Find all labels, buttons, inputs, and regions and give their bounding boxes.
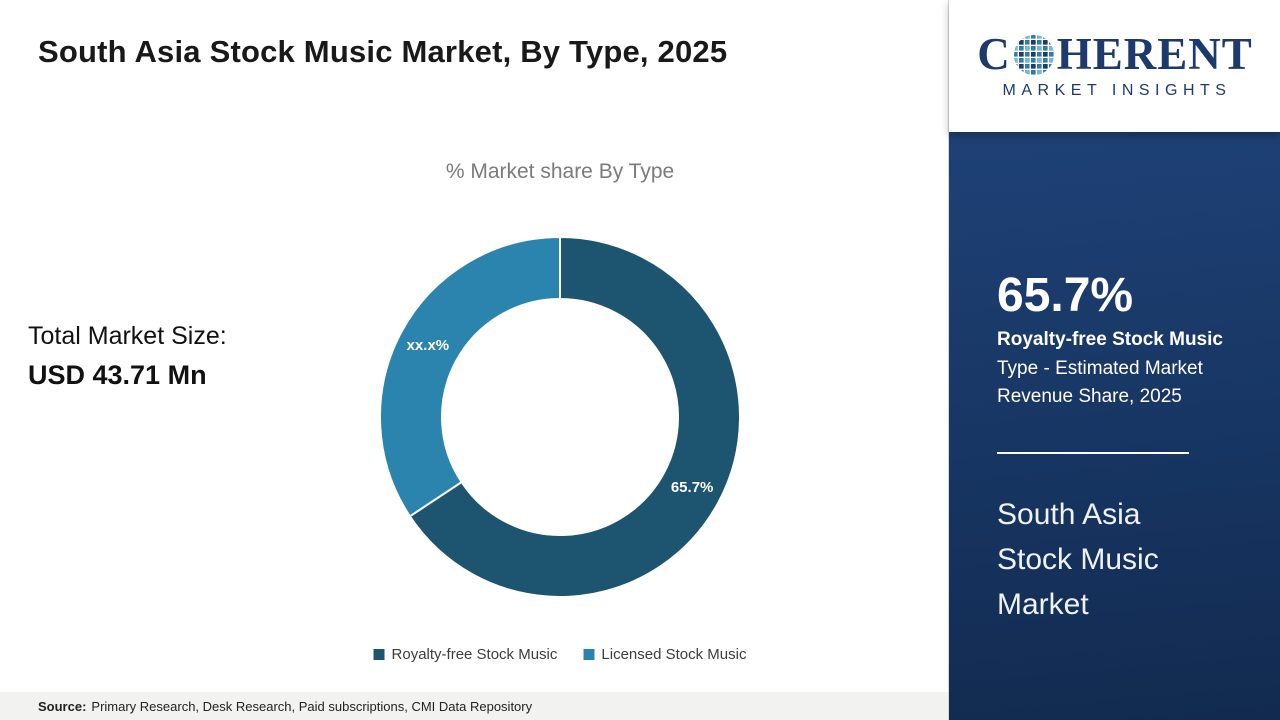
logo-text-suffix: HERENT	[1056, 29, 1253, 79]
donut-slice-0	[408, 235, 741, 598]
sidebar-panel	[949, 132, 1280, 720]
logo-tagline: MARKET INSIGHTS	[1002, 82, 1232, 99]
sidebar-market-name: South Asia Stock Music Market	[997, 498, 1159, 621]
donut-slice-label-0: 65.7%	[671, 479, 714, 496]
source-text: Primary Research, Desk Research, Paid su…	[91, 698, 533, 714]
chart-subtitle: % Market share By Type	[445, 160, 675, 183]
chart-legend: Royalty-free Stock Music Licensed Stock …	[373, 646, 746, 663]
brand-logo-card: C HERENT MARKET INSIGHTS	[949, 0, 1280, 132]
legend-item-royalty-free: Royalty-free Stock Music	[373, 646, 558, 663]
highlight-stat-description: Royalty-free Stock Music Type - Estimate…	[997, 326, 1249, 412]
sidebar-divider	[997, 452, 1189, 454]
source-bar: Source: Primary Research, Desk Research,…	[0, 692, 948, 720]
logo-text-prefix: C	[977, 29, 1011, 79]
main-chart-area: South Asia Stock Music Market, By Type, …	[0, 34, 948, 720]
stat-description-bold: Royalty-free Stock Music	[997, 329, 1223, 350]
globe-icon	[1013, 34, 1054, 75]
legend-swatch-royalty-free	[373, 649, 385, 660]
legend-label-royalty-free: Royalty-free Stock Music	[391, 646, 558, 663]
legend-label-licensed: Licensed Stock Music	[601, 646, 747, 663]
total-market-size-value: USD 43.71 Mn	[28, 360, 207, 390]
highlight-stat-value: 65.7%	[997, 269, 1134, 322]
page-title: South Asia Stock Music Market, By Type, …	[38, 34, 728, 69]
total-market-size: Total Market Size: USD 43.71 Mn	[28, 322, 227, 391]
donut-chart-container: 65.7% xx.x%	[370, 227, 750, 607]
brand-logo: C HERENT	[977, 32, 1253, 77]
source-label: Source:	[38, 698, 87, 714]
donut-slice-label-1: xx.x%	[407, 337, 450, 354]
donut-slice-1	[379, 235, 561, 518]
total-market-size-label: Total Market Size:	[28, 322, 227, 350]
legend-item-licensed: Licensed Stock Music	[583, 646, 746, 663]
donut-chart: 65.7% xx.x%	[379, 235, 741, 598]
sidebar: C HERENT MARKET INSIGHTS 65.7% Roy	[948, 0, 1280, 720]
legend-swatch-licensed	[583, 649, 595, 660]
stat-description-rest: Type - Estimated Market Revenue Share, 2…	[997, 357, 1203, 408]
